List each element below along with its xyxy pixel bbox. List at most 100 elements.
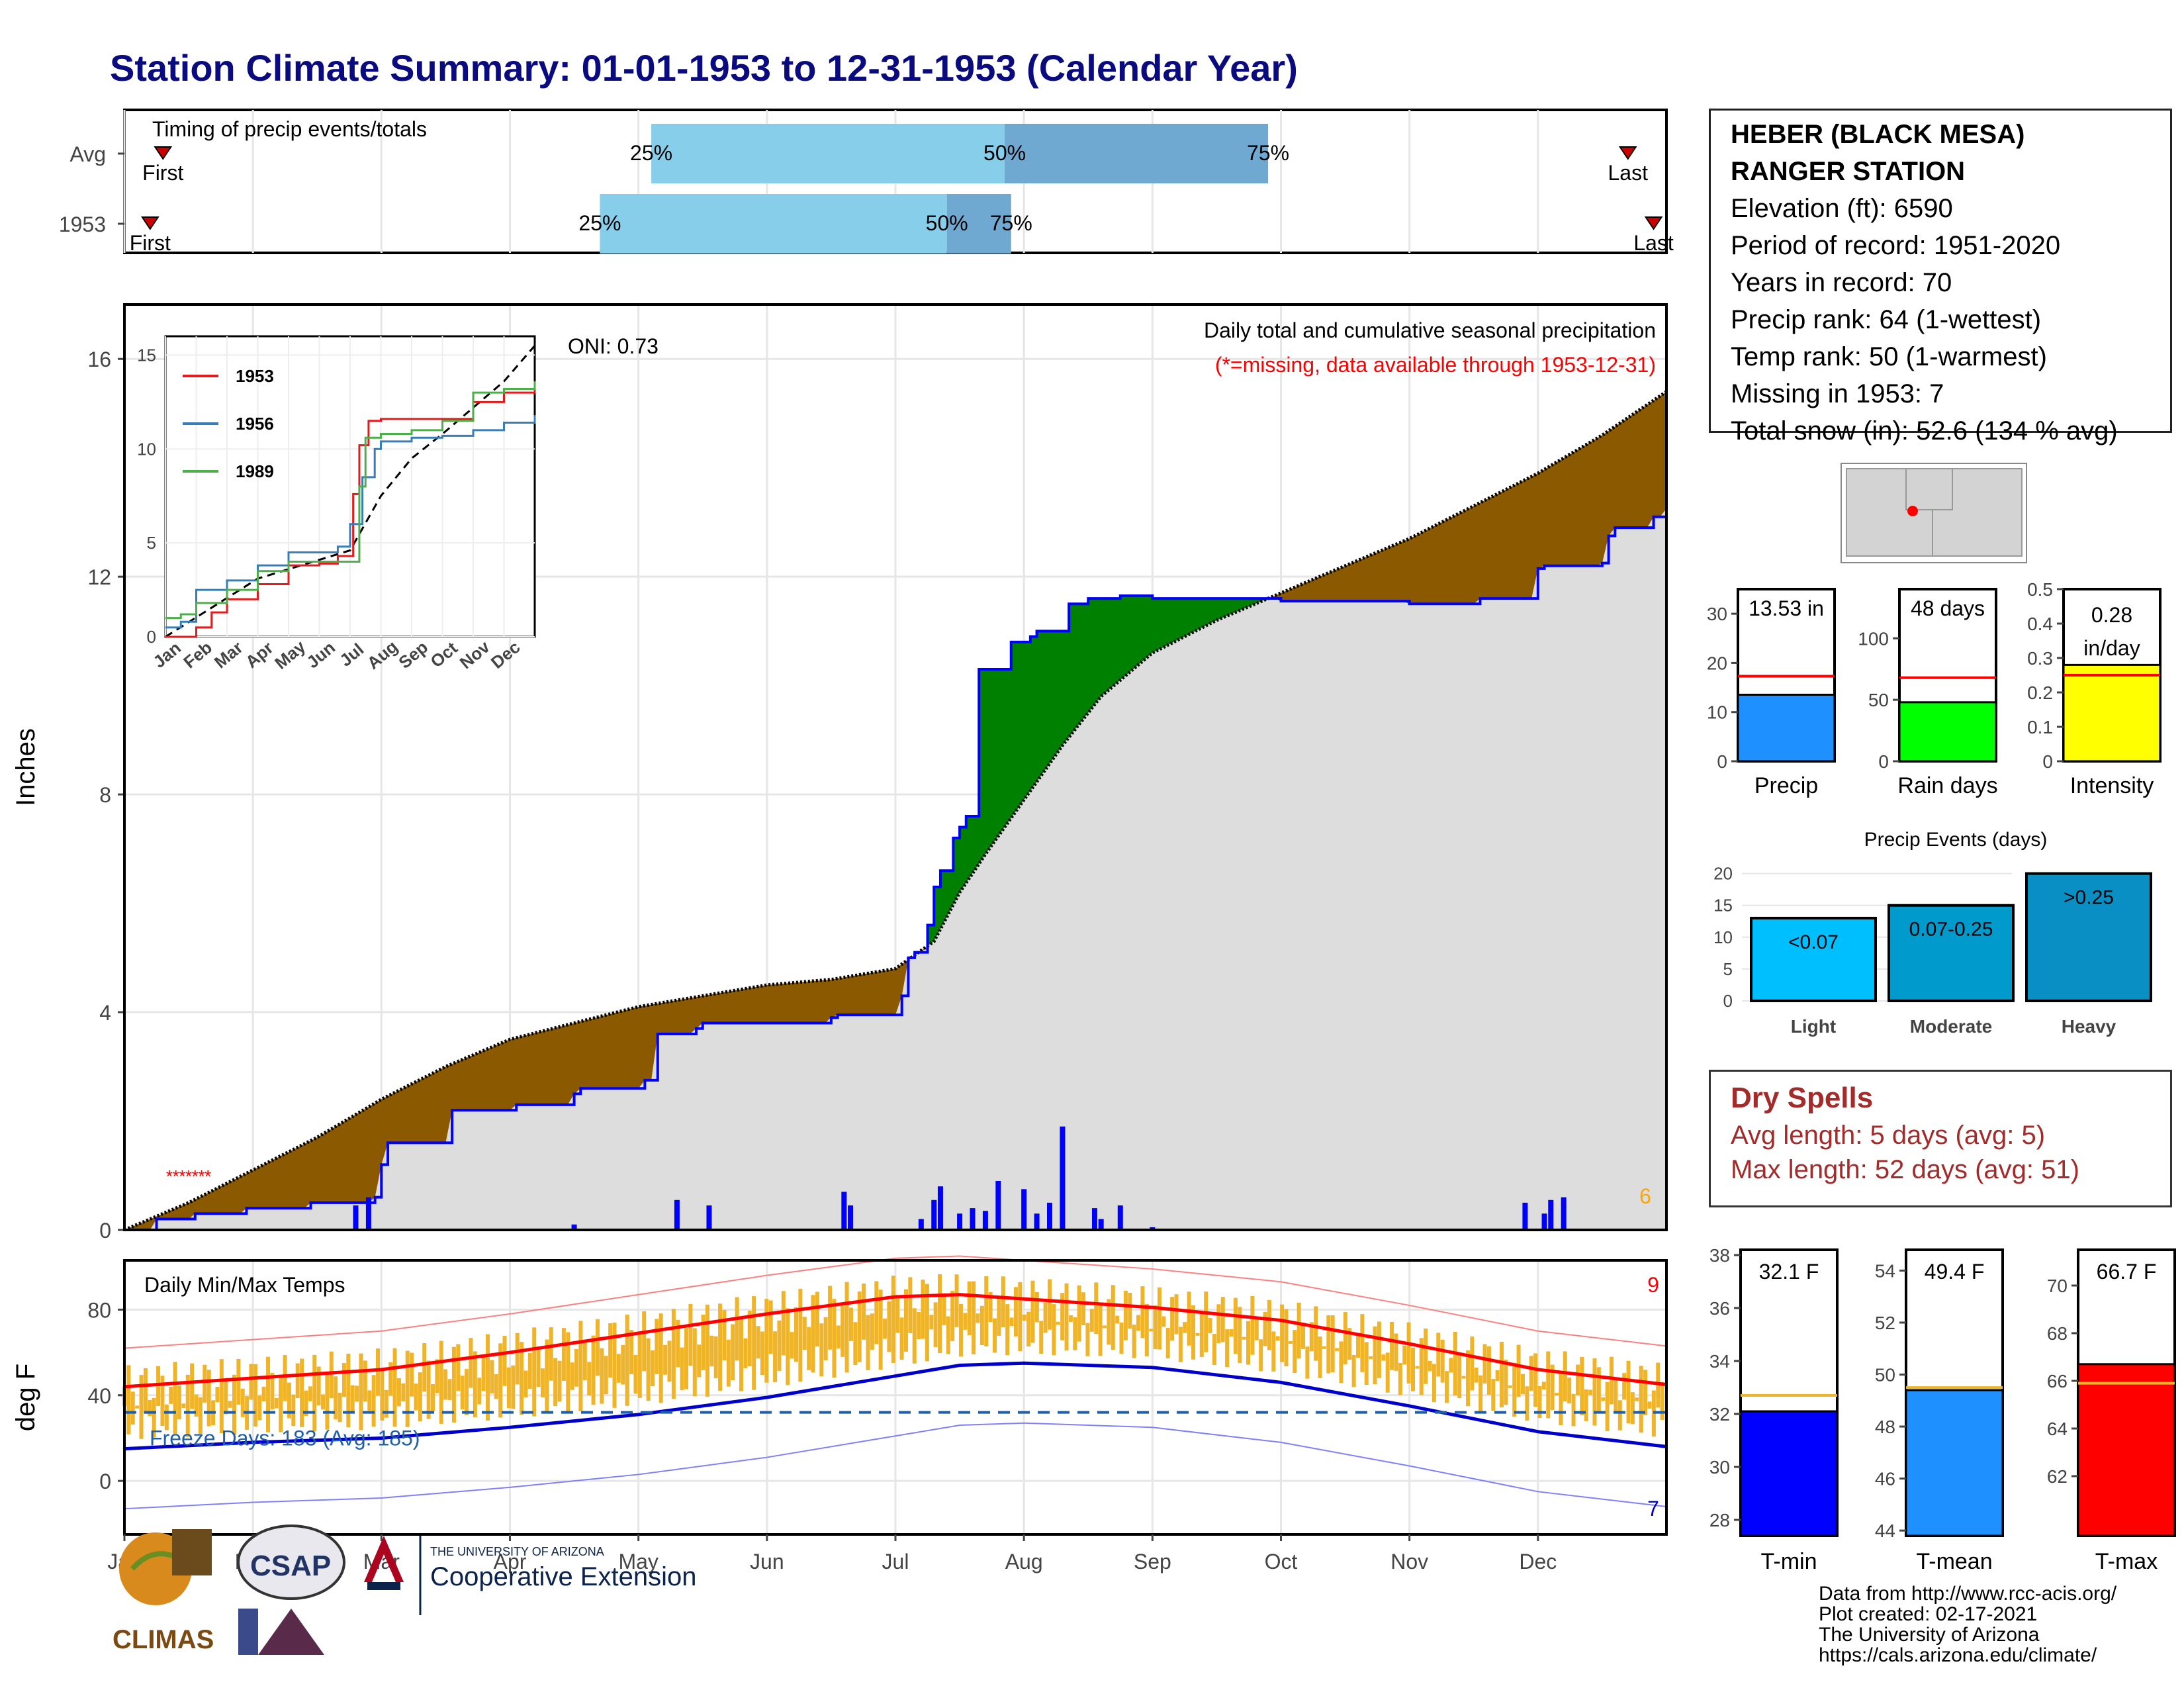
- daily-temp-range: [899, 1317, 904, 1360]
- events-bar: [1888, 904, 2015, 1002]
- daily-precip-bar: [1522, 1202, 1528, 1230]
- daily-temp-range: [274, 1397, 279, 1409]
- precip-summary-bar: [1737, 693, 1836, 763]
- daily-temp-range: [1419, 1338, 1424, 1395]
- temp-summary-ytick-label: 64: [2047, 1419, 2068, 1439]
- oni-label: ONI: 0.73: [568, 334, 659, 358]
- daily-temp-range: [841, 1304, 845, 1357]
- station-name: HEBER (BLACK MESA): [1731, 120, 2025, 149]
- daily-temp-range: [815, 1291, 819, 1347]
- station-years: Years in record: 70: [1731, 268, 1952, 297]
- daily-temp-range: [1486, 1346, 1491, 1395]
- precip-summary-ytick-label: 0.4: [2027, 614, 2053, 634]
- daily-temp-range: [321, 1394, 326, 1410]
- daily-temp-range: [1588, 1389, 1593, 1395]
- first-marker: [140, 216, 159, 230]
- locator-state: [1932, 468, 2023, 557]
- ua-logo: THE UNIVERSITY OF ARIZONA Cooperative Ex…: [364, 1536, 696, 1615]
- daily-temp-range: [198, 1397, 203, 1434]
- dry-spells-avg: Avg length: 5 days (avg: 5): [1731, 1121, 2046, 1150]
- temp-summary-ytick-label: 32: [1709, 1404, 1730, 1425]
- daily-temp-range: [1174, 1294, 1179, 1335]
- daily-temp-range: [414, 1383, 418, 1411]
- daily-temp-range: [388, 1362, 393, 1396]
- daily-temp-range: [1149, 1329, 1154, 1332]
- temp-summary-bar: [2077, 1363, 2176, 1537]
- daily-temp-range: [291, 1394, 296, 1427]
- timing-bar-50-75: [1005, 124, 1269, 183]
- daily-precip-bar: [957, 1213, 963, 1230]
- daily-temp-range: [1592, 1358, 1597, 1426]
- daily-temp-range: [1157, 1287, 1161, 1350]
- daily-temp-range: [1187, 1291, 1191, 1346]
- temp-summary-value: 49.4 F: [1925, 1260, 1985, 1284]
- daily-temp-range: [1073, 1317, 1077, 1350]
- daily-temp-range: [1537, 1386, 1542, 1419]
- daily-temp-range: [1436, 1333, 1441, 1377]
- daily-temp-range: [485, 1334, 490, 1421]
- daily-temp-range: [316, 1366, 321, 1406]
- daily-temp-range: [253, 1364, 257, 1427]
- daily-temp-range: [705, 1304, 709, 1397]
- missing-count: 6: [1639, 1184, 1651, 1208]
- daily-temp-range: [549, 1327, 553, 1381]
- month-label: Jun: [750, 1550, 784, 1573]
- timing-bar-25-50: [600, 194, 947, 254]
- daily-temp-range: [431, 1383, 435, 1411]
- temp-summary-ytick-label: 62: [2047, 1466, 2068, 1487]
- daily-temp-range: [958, 1303, 963, 1357]
- first-label: First: [142, 161, 183, 185]
- daily-temp-range: [832, 1299, 837, 1378]
- daily-temp-range: [967, 1281, 972, 1335]
- daily-temp-range: [722, 1309, 727, 1361]
- timing-pct-label: 25%: [578, 211, 621, 235]
- daily-temp-range: [1301, 1323, 1306, 1349]
- inset-legend-label: 1956: [236, 414, 274, 434]
- daily-temp-range: [473, 1351, 477, 1418]
- daily-temp-range: [984, 1276, 989, 1347]
- credits: Data from http://www.rcc-acis.org/ Plot …: [1819, 1583, 2116, 1665]
- daily-temp-range: [650, 1350, 655, 1387]
- daily-temp-range: [1081, 1292, 1086, 1326]
- station-location-marker: [1907, 506, 1918, 516]
- daily-precip-bar: [1548, 1199, 1554, 1230]
- daily-temp-range: [997, 1296, 1001, 1336]
- daily-temp-range: [418, 1372, 422, 1422]
- credit-line-1: Data from http://www.rcc-acis.org/: [1819, 1583, 2117, 1605]
- temp-summary-ytick-label: 54: [1875, 1260, 1895, 1281]
- daily-temp-range: [1647, 1401, 1652, 1409]
- daily-temp-range: [1541, 1382, 1546, 1390]
- daily-temp-range: [325, 1375, 330, 1430]
- daily-temp-range: [367, 1390, 372, 1411]
- first-label: First: [130, 231, 171, 255]
- record-low-line: [124, 1422, 1667, 1510]
- events-ytick-label: 0: [1723, 991, 1733, 1011]
- daily-temp-range: [1449, 1358, 1453, 1373]
- daily-temp-range: [1622, 1373, 1627, 1400]
- temp-ytick-label: 0: [99, 1470, 111, 1493]
- daily-temp-range: [1238, 1307, 1242, 1363]
- daily-temp-range: [1132, 1325, 1136, 1358]
- daily-temp-range: [819, 1323, 824, 1377]
- daily-temp-range: [1529, 1356, 1533, 1391]
- daily-temp-range: [1039, 1321, 1044, 1354]
- daily-temp-range: [185, 1374, 190, 1437]
- daily-temp-range: [376, 1348, 381, 1396]
- daily-temp-range: [844, 1282, 849, 1373]
- daily-temp-range: [1043, 1302, 1048, 1333]
- ua-big-text: Cooperative Extension: [430, 1562, 696, 1591]
- last-marker: [1618, 146, 1637, 160]
- daily-temp-range: [1309, 1322, 1314, 1352]
- daily-temp-range: [396, 1378, 401, 1407]
- daily-temp-range: [1271, 1331, 1276, 1372]
- temp-summary-ytick-label: 46: [1875, 1469, 1895, 1489]
- precip-summary-category: Rain days: [1897, 773, 1997, 798]
- daily-temp-range: [853, 1322, 858, 1366]
- daily-temp-range: [477, 1378, 482, 1405]
- temp-summary-category: T-mean: [1916, 1549, 1992, 1574]
- daily-temp-range: [929, 1315, 934, 1330]
- daily-temp-range: [1347, 1328, 1352, 1360]
- daily-temp-range: [773, 1331, 778, 1383]
- inset-ytick-label: 0: [147, 627, 156, 647]
